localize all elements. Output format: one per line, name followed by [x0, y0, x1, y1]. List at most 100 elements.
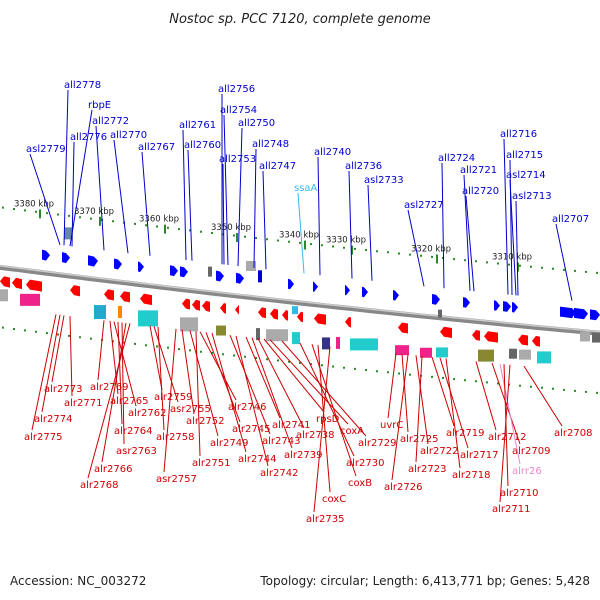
forward-gene-arrow — [288, 278, 294, 290]
feature-block — [258, 270, 262, 283]
feature-block — [266, 329, 288, 342]
forward-gene-arrow — [216, 270, 224, 282]
feature-block — [322, 337, 330, 350]
feature-block — [20, 293, 40, 306]
reverse-gene-label: alr2742 — [260, 468, 298, 479]
feature-block — [336, 336, 340, 349]
reverse-gene-label: rpsD — [316, 414, 340, 425]
reverse-gene-label: coxB — [348, 478, 372, 489]
reverse-gene-label: asr2763 — [116, 446, 157, 457]
reverse-gene-label: alr2735 — [306, 514, 344, 525]
forward-gene-label: all2756 — [218, 84, 255, 95]
genome-backbone-highlight — [0, 265, 600, 333]
accession-text: Accession: NC_003272 — [10, 574, 146, 588]
forward-label-leader — [223, 114, 229, 265]
forward-label-leader — [515, 200, 519, 296]
forward-gene-label: all2736 — [345, 161, 382, 172]
reverse-gene-arrow — [314, 313, 326, 325]
reverse-label-leader — [149, 325, 163, 391]
forward-label-leader — [141, 151, 151, 256]
forward-gene-label: all2750 — [238, 118, 275, 129]
kbp-tick-label: 3330 kbp — [326, 236, 366, 246]
forward-gene-arrow — [432, 294, 440, 305]
forward-gene-label: all2778 — [64, 80, 101, 91]
reverse-label-leader — [281, 340, 367, 437]
reverse-gene-arrow — [182, 298, 190, 310]
reverse-label-leader — [269, 339, 349, 425]
reverse-gene-arrow — [270, 308, 278, 320]
forward-gene-arrow — [512, 302, 518, 313]
forward-label-leader — [509, 179, 517, 296]
feature-block — [118, 305, 122, 318]
reverse-gene-label: asr2755 — [170, 404, 211, 415]
reverse-label-leader — [235, 335, 269, 467]
forward-gene-label: all2707 — [552, 214, 589, 225]
forward-gene-label: asl2779 — [26, 144, 66, 155]
forward-gene-label: all2761 — [179, 120, 216, 131]
forward-label-leader — [253, 148, 257, 268]
forward-gene-label: ssaA — [294, 183, 318, 194]
reverse-gene-label: alr2729 — [358, 438, 396, 449]
forward-label-leader — [113, 139, 129, 254]
reverse-gene-arrow — [202, 300, 210, 312]
reverse-gene-arrow — [12, 277, 22, 290]
reverse-gene-label: alr2752 — [186, 416, 224, 427]
reverse-gene-label: alr2708 — [554, 428, 592, 439]
reverse-label-leader — [499, 363, 521, 465]
reverse-label-leader — [387, 353, 397, 419]
reverse-gene-label: alr2725 — [400, 434, 438, 445]
forward-gene-arrow — [236, 272, 244, 284]
reverse-label-leader — [401, 353, 409, 433]
reverse-label-leader — [499, 364, 511, 503]
feature-block — [94, 305, 106, 320]
forward-gene-label: all2753 — [219, 154, 256, 165]
reverse-label-leader — [263, 338, 325, 413]
reverse-label-leader — [189, 330, 219, 437]
reverse-label-leader — [229, 334, 271, 435]
reverse-label-leader — [475, 361, 497, 431]
reverse-label-leader — [117, 321, 123, 425]
forward-gene-label: rbpE — [88, 100, 111, 111]
forward-gene-label: all2776 — [70, 132, 107, 143]
map-title: Nostoc sp. PCC 7120, complete genome — [169, 12, 431, 27]
reverse-label-leader — [69, 316, 73, 397]
reverse-gene-label: alr2746 — [228, 402, 266, 413]
forward-label-leader — [29, 153, 61, 246]
forward-label-leader — [441, 162, 445, 289]
reverse-gene-label: alr2711 — [492, 504, 530, 515]
forward-gene-arrow — [503, 301, 511, 312]
forward-label-leader — [69, 109, 93, 247]
forward-label-leader — [95, 125, 105, 251]
forward-gene-arrow — [560, 306, 576, 319]
kbp-tick-track: 3380 kbp 3370 kbp 3360 kbp 3350 kbp 3340 kbp… — [2, 199, 598, 394]
feature-block — [420, 347, 432, 358]
forward-gene-label: all2721 — [460, 165, 497, 176]
reverse-gene-arrow — [120, 291, 130, 303]
topology-text: Topology: circular; Length: 6,413,771 bp… — [259, 574, 590, 588]
reverse-label-leader — [439, 357, 469, 449]
forward-gene-arrow — [180, 266, 188, 278]
forward-gene-label: all2715 — [506, 150, 543, 161]
forward-gene-arrow — [138, 261, 144, 273]
reverse-gene-arrow — [440, 326, 452, 338]
reverse-gene-label: alr2744 — [238, 454, 276, 465]
reverse-label-leader — [415, 355, 423, 463]
feature-block — [537, 351, 551, 364]
forward-gene-label: all2767 — [138, 142, 175, 153]
forward-gene-label: all2740 — [314, 147, 351, 158]
reverse-gene-label: alr2768 — [80, 480, 118, 491]
reverse-gene-label: alr2751 — [192, 458, 230, 469]
reverse-gene-arrow — [0, 276, 10, 288]
kbp-tick-label: 3320 kbp — [411, 245, 451, 255]
reverse-label-leader — [245, 336, 281, 419]
forward-label-leader — [503, 138, 509, 295]
reverse-gene-label: alr2771 — [64, 398, 102, 409]
reverse-gene-labels: alr2773 alr2774 alr2775 alr2771 alr2769 alr27… — [24, 314, 592, 525]
reverse-label-leader — [163, 328, 177, 473]
reverse-label-leader — [195, 331, 201, 457]
reverse-label-leader — [113, 321, 137, 407]
forward-gene-arrow — [463, 297, 470, 308]
reverse-label-leader — [31, 314, 57, 431]
genome-backbone — [0, 264, 600, 336]
reverse-gene-label: alr2762 — [128, 408, 166, 419]
